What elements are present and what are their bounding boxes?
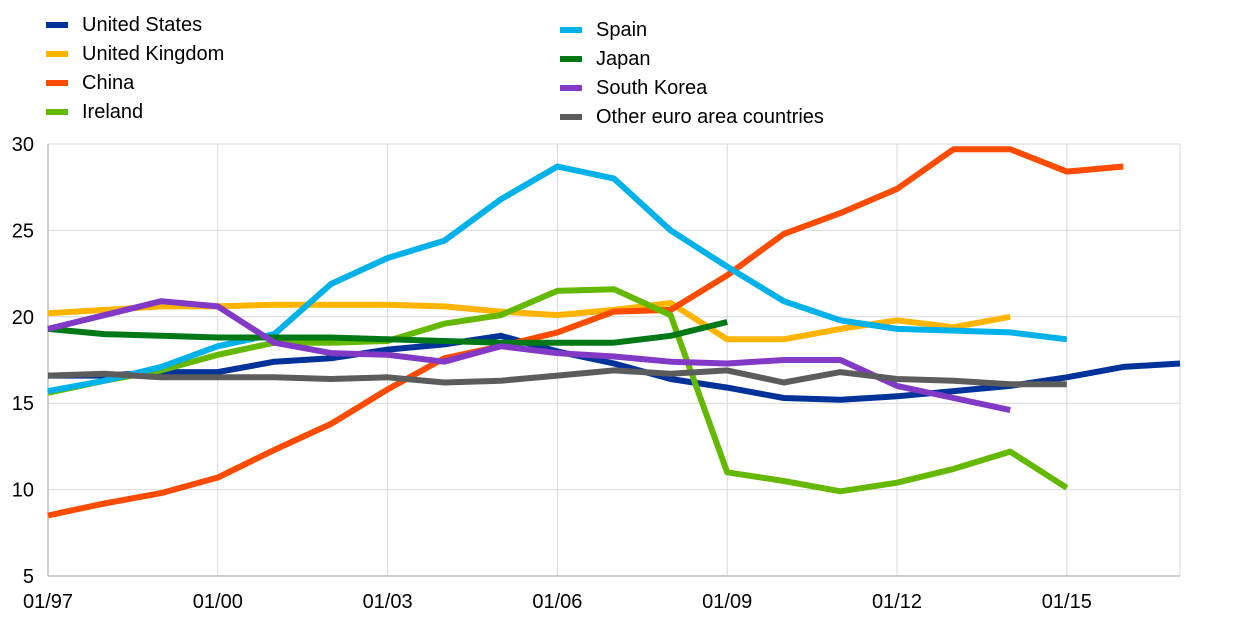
legend-item-ireland: Ireland [46,100,143,124]
legend-label: Spain [596,18,648,41]
series-line-south-korea [47,298,1011,414]
legend-swatch [560,114,582,120]
legend-item-china: China [46,71,134,95]
legend-item-spain: Spain [560,18,647,42]
x-tick-label: 01/03 [363,591,413,613]
series-line-other-euro-area-countries [47,367,1067,388]
legend-label: China [82,71,135,94]
legend-swatch [560,85,582,91]
series-line-united-states [48,332,1181,403]
legend-label: United States [82,13,203,36]
legend-swatch [46,22,68,28]
legend-swatch [560,27,582,33]
legend-label: South Korea [596,76,708,99]
y-tick-label: 20 [12,307,34,329]
legend-item-japan: Japan [560,47,651,71]
series-line-japan [47,319,728,346]
legend-item-united-states: United States [46,13,202,37]
x-tick-label: 01/97 [23,591,73,613]
series-line-spain [47,163,1068,395]
legend-item-south-korea: South Korea [560,76,707,100]
legend-swatch [46,80,68,86]
legend-swatch [46,51,68,57]
series-line-china [47,146,1124,519]
legend-item-united-kingdom: United Kingdom [46,42,224,66]
legend-swatch [46,109,68,115]
x-tick-label: 01/12 [872,591,922,613]
y-tick-label: 5 [23,566,34,588]
legend-label: Other euro area countries [596,105,824,128]
legend-label: United Kingdom [82,42,225,65]
x-tick-label: 01/00 [193,591,243,613]
y-tick-label: 25 [12,220,34,242]
legend-label: Ireland [82,100,144,123]
x-tick-label: 01/06 [532,591,582,613]
legend-item-other-euro-area-countries: Other euro area countries [560,105,824,129]
legend-swatch [560,56,582,62]
x-tick-label: 01/15 [1042,591,1092,613]
y-tick-label: 30 [12,134,34,156]
y-tick-label: 15 [12,393,34,415]
legend-label: Japan [596,47,651,70]
x-tick-label: 01/09 [702,591,752,613]
y-tick-label: 10 [12,480,34,502]
series-line-ireland [47,286,1069,495]
